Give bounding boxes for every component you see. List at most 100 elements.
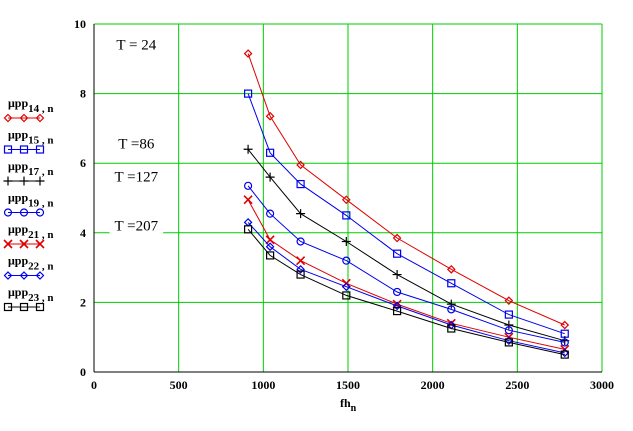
annotation-3: T =207: [109, 216, 164, 235]
legend-label: μpp19 , n: [8, 191, 54, 210]
x-tick-label: 1500: [336, 378, 360, 392]
legend-label: μpp22 , n: [8, 254, 54, 273]
data-point: [504, 320, 514, 330]
series-line: [247, 185, 565, 343]
data-point: [243, 144, 253, 154]
annotation-2: T =127: [109, 167, 164, 186]
data-point: [243, 181, 253, 190]
series-line: [247, 53, 565, 326]
legend-swatch-marker: [19, 271, 29, 280]
x-tick-label: 2000: [421, 378, 445, 392]
x-axis-label: fhn: [340, 396, 357, 414]
legend-label: μpp21 , n: [8, 222, 54, 241]
series-0: [243, 49, 570, 330]
annotation-text: T =127: [115, 170, 159, 186]
data-point: [504, 296, 514, 306]
series-1: [243, 89, 569, 338]
x-tick-label: 0: [91, 378, 97, 392]
legend-swatch-marker: [19, 302, 29, 312]
data-point: [265, 235, 275, 245]
data-point: [392, 270, 402, 280]
series-5: [243, 218, 570, 358]
legend-label-main: μpp: [8, 254, 28, 268]
annotation-text: T = 24: [116, 37, 156, 53]
legend-swatch-marker: [19, 113, 29, 123]
grid-lines: [93, 23, 603, 373]
data-point: [560, 329, 569, 338]
data-point: [265, 242, 275, 252]
legend-label-main: μpp: [8, 128, 28, 142]
data-point: [447, 279, 456, 288]
legend-label-sub: 23 , n: [28, 292, 53, 304]
data-point: [341, 282, 351, 292]
annotation-bg: [109, 35, 164, 54]
legend-label: μpp17 , n: [8, 159, 54, 178]
legend-swatch-marker: [35, 208, 45, 217]
data-point: [266, 148, 275, 157]
legend-item-2: μpp17 , n: [3, 159, 54, 186]
data-point: [341, 237, 351, 246]
data-point: [296, 179, 305, 189]
legend-item-0: μpp14 , n: [3, 96, 54, 123]
legend-swatch-marker: [3, 145, 13, 154]
data-point: [243, 89, 253, 98]
legend-swatch-marker: [19, 176, 29, 186]
x-axis-label-sub: n: [351, 403, 357, 414]
legend-swatch-marker: [3, 208, 13, 217]
legend-swatch-marker: [19, 145, 29, 154]
legend-swatch-marker: [35, 302, 45, 312]
series-line: [247, 228, 565, 356]
data-point: [296, 237, 305, 246]
legend-item-3: μpp19 , n: [3, 191, 54, 217]
legend-swatch-marker: [35, 113, 45, 123]
series-group: [243, 49, 570, 359]
series-line: [247, 199, 565, 350]
data-point: [296, 160, 305, 170]
legend-label-sub: 17 , n: [28, 166, 53, 178]
legend-label-main: μpp: [8, 159, 28, 173]
data-point: [342, 211, 351, 220]
x-tick-label: 3000: [590, 378, 614, 392]
legend-label: μpp14 , n: [8, 96, 54, 115]
series-line: [247, 222, 565, 354]
data-point: [265, 172, 275, 182]
legend-swatch-marker: [19, 208, 29, 217]
data-point: [243, 195, 253, 205]
annotation-bg: [113, 134, 160, 153]
data-point: [504, 326, 513, 335]
data-point: [446, 299, 456, 309]
data-point: [504, 310, 513, 319]
data-point: [560, 350, 569, 359]
x-axis-label-main: fh: [340, 396, 351, 410]
legend-label-main: μpp: [8, 191, 28, 205]
annotations: T = 24 T =86 T =127 T =207: [109, 35, 164, 235]
data-point: [342, 291, 351, 300]
series-2: [243, 144, 570, 346]
legend-swatch-marker: [3, 113, 13, 123]
legend-swatch-marker: [3, 239, 13, 249]
x-tick-label: 500: [170, 378, 188, 392]
legend-swatch-marker: [3, 302, 13, 312]
data-point: [296, 209, 306, 219]
annotation-bg: [109, 216, 164, 235]
y-tick-label: 8: [80, 87, 86, 101]
data-point: [560, 338, 569, 347]
y-tick-label: 4: [80, 226, 86, 240]
data-point: [393, 249, 402, 258]
data-point: [447, 324, 456, 333]
legend-item-1: μpp15 , n: [3, 128, 54, 154]
data-point: [342, 256, 351, 265]
data-point: [296, 256, 306, 266]
data-point: [392, 233, 402, 243]
data-point: [265, 111, 275, 121]
legend-label-main: μpp: [8, 222, 28, 236]
legend-swatch-marker: [3, 176, 13, 186]
legend-label-main: μpp: [8, 285, 28, 299]
data-point: [341, 195, 351, 205]
annotation-1: T =86: [113, 134, 160, 153]
axes: 0 500 1000 1500 2000 2500 3000 0 2 4 6 8 10: [74, 17, 614, 392]
data-point: [296, 264, 305, 274]
legend-swatch-marker: [35, 145, 45, 154]
y-tick-label: 0: [80, 365, 86, 379]
